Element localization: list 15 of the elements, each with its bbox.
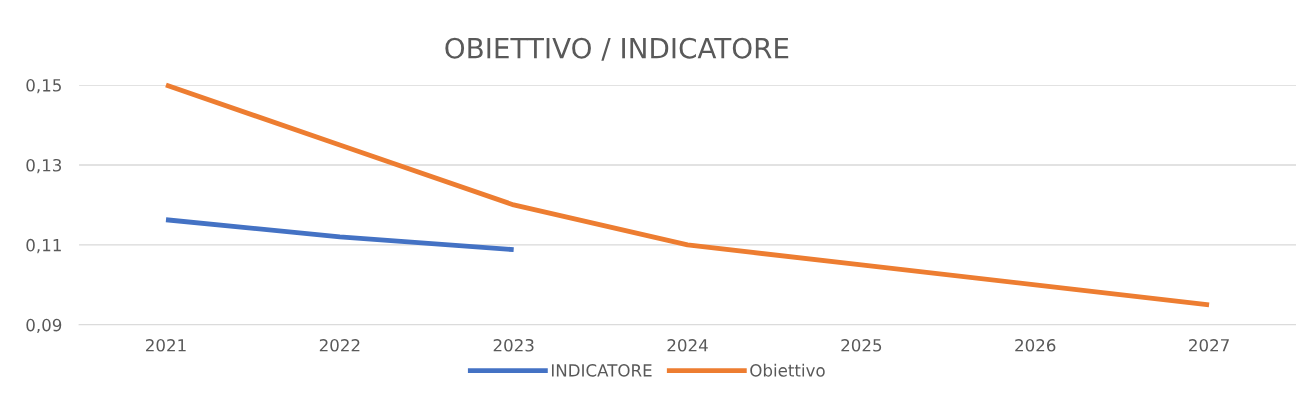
x-tick-label: 2027 <box>1189 338 1229 352</box>
y-tick-label: 0,13 <box>26 158 62 174</box>
legend-label: INDICATORE <box>551 364 652 377</box>
x-tick-label: 2026 <box>1015 338 1056 352</box>
y-tick-label: 0,11 <box>26 238 61 254</box>
x-tick-label: 2023 <box>493 338 534 352</box>
y-tick-label: 0,15 <box>26 79 61 94</box>
x-tick-label: 2022 <box>319 338 360 352</box>
chart-title: OBIETTIVO / INDICATORE <box>445 37 789 61</box>
x-tick-label: 2025 <box>841 338 882 352</box>
line-series <box>163 82 1212 308</box>
x-tick-label: 2021 <box>145 338 186 352</box>
legend-label: Obiettivo <box>750 363 825 377</box>
x-tick-label: 2024 <box>667 338 708 352</box>
y-tick-label: 0,09 <box>26 318 62 334</box>
